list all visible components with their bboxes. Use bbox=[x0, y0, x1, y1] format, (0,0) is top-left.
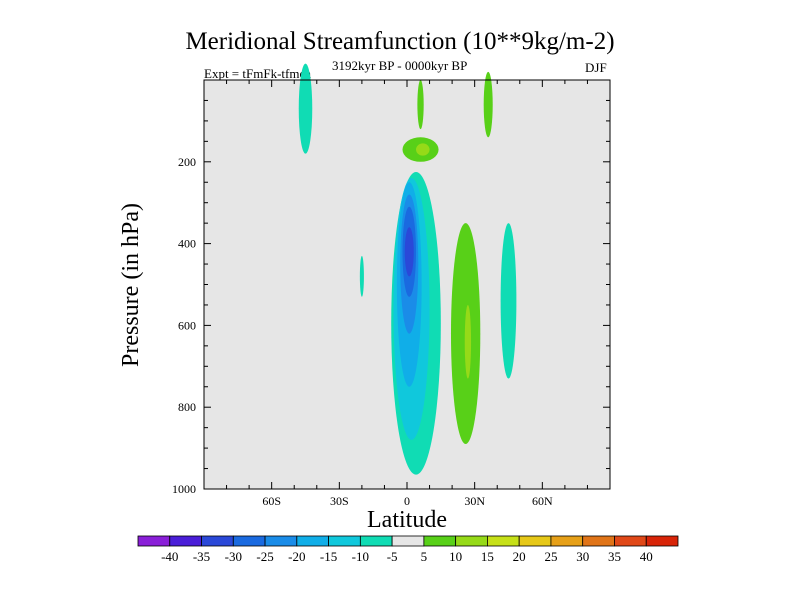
contour-region-10 bbox=[416, 143, 430, 156]
x-tick-label: 30S bbox=[330, 494, 349, 508]
contour-region-7 bbox=[404, 227, 414, 277]
colorbar-swatch bbox=[582, 535, 615, 547]
colorbar-label: -15 bbox=[320, 549, 337, 564]
colorbar-label: -20 bbox=[288, 549, 305, 564]
colorbar-swatch bbox=[264, 535, 298, 547]
tick-layer bbox=[204, 80, 610, 489]
colorbar-swatch bbox=[455, 535, 488, 547]
chart-title: Meridional Streamfunction (10**9kg/m-2) bbox=[185, 28, 615, 55]
colorbar-label: 15 bbox=[481, 549, 494, 564]
season-label: DJF bbox=[585, 60, 607, 75]
colorbar-swatch bbox=[359, 535, 393, 547]
contour-region-0 bbox=[298, 63, 313, 154]
colorbar-swatch bbox=[550, 535, 584, 547]
colorbar-swatch bbox=[137, 535, 171, 547]
colorbar-label: -35 bbox=[193, 549, 210, 564]
y-tick-label: 400 bbox=[178, 237, 196, 251]
colorbar-swatch bbox=[487, 535, 520, 547]
plot-frame bbox=[203, 79, 611, 490]
time-range-label: 3192kyr BP - 0000kyr BP bbox=[332, 58, 468, 73]
colorbar-label: 30 bbox=[576, 549, 589, 564]
colorbar-label: 10 bbox=[449, 549, 462, 564]
colorbar-label: 20 bbox=[513, 549, 526, 564]
x-tick-labels: 60S 30S 0 30N 60N bbox=[262, 494, 553, 508]
contour-layer bbox=[298, 63, 517, 475]
contour-region-1 bbox=[359, 255, 364, 297]
colorbar-label: 40 bbox=[640, 549, 653, 564]
colorbar-label: -30 bbox=[225, 549, 242, 564]
y-axis-label: Pressure (in hPa) bbox=[118, 203, 144, 367]
x-axis-label: Latitude bbox=[367, 507, 447, 533]
y-tick-label: 200 bbox=[178, 155, 196, 169]
y-tick-label: 1000 bbox=[172, 482, 196, 496]
plot-area bbox=[203, 63, 611, 490]
colorbar-swatch bbox=[296, 535, 329, 547]
x-tick-label: 30N bbox=[464, 494, 485, 508]
x-tick-label: 60S bbox=[262, 494, 281, 508]
colorbar-swatch bbox=[645, 535, 679, 547]
x-tick-label: 60N bbox=[532, 494, 553, 508]
colorbar-swatch bbox=[391, 535, 425, 547]
colorbar bbox=[137, 535, 679, 547]
experiment-label: Expt = tFmFk-tfmea bbox=[204, 66, 311, 81]
colorbar-label: 5 bbox=[421, 549, 428, 564]
colorbar-label: -40 bbox=[161, 549, 178, 564]
y-tick-label: 600 bbox=[178, 318, 196, 332]
colorbar-label: 35 bbox=[608, 549, 621, 564]
colorbar-label: 25 bbox=[544, 549, 557, 564]
contour-region-11 bbox=[483, 71, 493, 138]
colorbar-label: -25 bbox=[256, 549, 273, 564]
contour-region-8 bbox=[417, 80, 424, 130]
colorbar-labels: -40 -35 -30 -25 -20 -15 -10 -5 5 10 15 20 25 30 35 40 bbox=[161, 549, 653, 564]
colorbar-swatch bbox=[232, 535, 266, 547]
colorbar-swatch bbox=[328, 535, 361, 547]
colorbar-swatch bbox=[201, 535, 234, 547]
colorbar-label: -10 bbox=[352, 549, 369, 564]
colorbar-swatch bbox=[614, 535, 647, 547]
y-tick-labels: 200 400 600 800 1000 bbox=[172, 155, 196, 496]
colorbar-swatch bbox=[423, 535, 457, 547]
colorbar-label: -5 bbox=[387, 549, 398, 564]
contour-region-14 bbox=[500, 223, 517, 379]
colorbar-swatch bbox=[169, 535, 202, 547]
y-tick-label: 800 bbox=[178, 400, 196, 414]
x-tick-label: 0 bbox=[404, 494, 410, 508]
colorbar-swatch bbox=[518, 535, 552, 547]
contour-region-13 bbox=[464, 304, 472, 379]
